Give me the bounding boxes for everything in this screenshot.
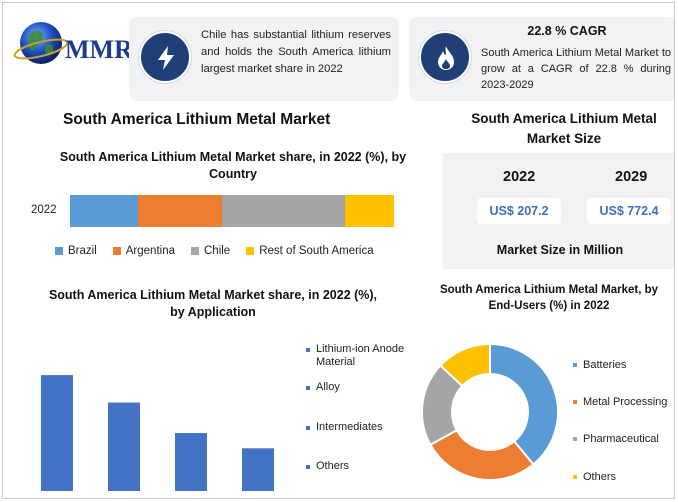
legend-label: Chile [204,245,231,257]
legend-swatch [306,348,310,352]
legend-item: Argentina [112,245,175,257]
legend-swatch [112,247,121,255]
market-size-year: 2029 [615,169,648,185]
market-size-title: South America Lithium Metal Market Size [471,111,657,146]
market-size-value: US$ 772.4 [587,198,671,224]
legend-label: Batteries [583,359,627,371]
donut-slice [489,342,559,466]
legend-label: Metal Processing [583,396,668,408]
legend-label: Intermediates [316,421,383,433]
market-size-year: 2022 [503,169,536,185]
flame-icon [419,31,471,83]
market-size-panel: 2022 2029 US$ 207.2 US$ 772.4 Market Siz… [443,153,674,269]
column-bar [41,375,73,491]
end-user-donut-chart [421,342,559,481]
legend-label: Argentina [125,245,175,257]
column-bar [242,448,274,491]
country-legend: Brazil Argentina Chile Rest of South Americ… [55,245,374,257]
legend-swatch [573,363,577,367]
legend-item: Rest of South America [246,245,374,257]
stacked-bar [70,195,394,227]
legend-label: Others [583,471,617,483]
legend-swatch [573,400,577,404]
legend-swatch [306,386,310,390]
legend-item: Batteries [573,359,626,371]
donut-slice [439,342,491,388]
application-chart-title: South America Lithium Metal Market share… [48,288,378,319]
legend-swatch [306,465,310,469]
legend-label: Lithium-ion Anode Material [316,343,405,368]
info-card-text: South America Lithium Metal Market to gr… [481,47,671,91]
lightning-bolt-icon [139,31,191,83]
legend-swatch [573,475,577,479]
legend-swatch [191,247,199,255]
legend-item: Chile [191,245,230,257]
legend-label: Pharmaceutical [583,433,659,445]
legend-swatch [573,437,577,441]
legend-swatch [246,247,255,255]
legend-item: Others [573,471,616,483]
legend-item: Alloy [306,381,340,394]
market-size-caption: Market Size in Million [496,243,624,257]
end-user-chart-title: South America Lithium Metal Market, by E… [439,284,659,312]
column-bar [175,433,207,491]
legend-item: Metal Processing [573,396,667,408]
bar-segment-chile [222,195,346,227]
legend-item: Lithium-ion Anode Material [306,343,416,369]
info-card-text: Chile has substantial lithium reserves a… [201,29,391,75]
application-column-chart [41,375,274,491]
column-bar [108,402,140,491]
main-title: South America Lithium Metal Market [63,111,331,128]
market-size-value: US$ 207.2 [477,198,561,224]
info-card-chile: Chile has substantial lithium reserves a… [129,17,399,101]
legend-label: Others [316,460,350,472]
bar-segment-rest-of-south-america [345,195,394,227]
mmr-logo: MMR [13,15,133,75]
bar-segment-brazil [70,195,139,227]
cagr-title: 22.8 % CAGR [527,24,607,38]
bar-category-label: 2022 [31,204,57,216]
globe-icon [13,22,69,64]
legend-swatch [306,426,310,430]
country-chart-title: South America Lithium Metal Market share… [59,150,407,181]
legend-item: Pharmaceutical [573,433,659,445]
logo-text: MMR [65,35,133,64]
bar-segment-argentina [138,195,223,227]
legend-label: Brazil [68,245,97,257]
legend-item: Intermediates [306,421,383,434]
legend-label: Alloy [316,381,340,393]
info-card-cagr: 22.8 % CAGR South America Lithium Metal … [409,17,674,101]
legend-swatch [55,247,63,255]
legend-label: Rest of South America [259,245,374,257]
legend-item: Others [306,460,349,473]
legend-item: Brazil [55,245,97,257]
